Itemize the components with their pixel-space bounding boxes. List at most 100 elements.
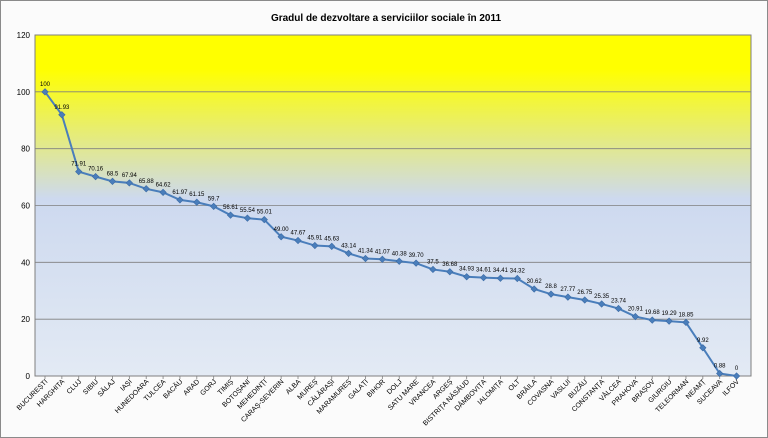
y-tick-label: 60 — [21, 202, 30, 211]
data-point — [378, 255, 386, 263]
data-point — [598, 300, 606, 308]
data-label: 27.77 — [560, 287, 576, 293]
data-label: 59.7 — [208, 196, 220, 202]
data-point — [463, 273, 471, 281]
data-point — [361, 254, 370, 263]
data-point — [311, 241, 319, 250]
y-tick-label: 40 — [21, 258, 30, 267]
chart-title: Gradul de dezvoltare a serviciilor socia… — [271, 13, 502, 24]
data-label: 55.54 — [240, 208, 256, 214]
data-label: 36.68 — [442, 262, 458, 268]
data-point — [125, 179, 133, 187]
data-label: 61.97 — [172, 190, 188, 196]
data-label: 23.74 — [611, 299, 627, 305]
data-label: 40.38 — [392, 251, 408, 257]
data-point — [564, 293, 572, 301]
data-label: 71.91 — [71, 162, 87, 168]
data-point — [226, 211, 235, 219]
data-label: 61.15 — [189, 192, 205, 198]
data-label: 41.07 — [375, 249, 391, 255]
x-tick-label: SĂLAJ — [95, 377, 117, 399]
x-tick-label: ILFOV — [722, 378, 741, 397]
data-label: 49.00 — [274, 227, 290, 233]
data-label: 68.5 — [107, 171, 119, 177]
data-label: 70.16 — [88, 167, 104, 173]
data-label: 19.68 — [645, 310, 661, 316]
data-point — [648, 316, 656, 324]
data-label: 28.8 — [545, 284, 557, 290]
data-point — [395, 257, 403, 265]
data-label: 43.14 — [341, 243, 357, 249]
data-label: 67.94 — [122, 173, 138, 179]
data-point — [682, 318, 690, 327]
data-point — [58, 111, 66, 119]
data-label: 41.34 — [358, 249, 374, 255]
data-point — [446, 268, 454, 276]
x-tick-label: ARAD — [183, 378, 202, 397]
y-tick-label: 120 — [17, 31, 31, 40]
data-point — [294, 236, 302, 245]
x-tick-label: IAȘI — [119, 378, 133, 392]
y-tick-label: 0 — [26, 372, 31, 381]
data-series — [41, 88, 741, 380]
data-point — [716, 369, 724, 378]
data-label: 34.93 — [459, 267, 475, 273]
y-tick-label: 20 — [21, 315, 30, 324]
gridlines — [35, 34, 751, 377]
data-point — [479, 274, 488, 282]
data-label: 45.63 — [324, 236, 340, 242]
data-label: 19.29 — [662, 311, 678, 317]
data-label: 0 — [735, 366, 739, 372]
x-tick-label: BIHOR — [366, 378, 387, 399]
data-point — [429, 265, 437, 274]
data-point — [496, 274, 505, 282]
data-label: 0.88 — [714, 363, 726, 369]
data-point — [665, 317, 673, 325]
data-point — [277, 233, 285, 241]
data-point — [328, 242, 336, 250]
y-tick-label: 80 — [21, 145, 30, 154]
x-tick-label: GORJ — [199, 378, 218, 397]
data-label: 100 — [40, 82, 51, 88]
data-point — [159, 188, 167, 196]
data-label: 20.91 — [628, 307, 644, 313]
data-label: 47.67 — [291, 231, 307, 237]
y-tick-label: 100 — [17, 88, 31, 97]
data-label: 18.85 — [678, 312, 694, 318]
data-label: 37.5 — [427, 259, 439, 265]
y-axis: 0 20 40 60 80 100 120 — [17, 31, 31, 381]
data-point — [614, 304, 623, 313]
data-point — [75, 168, 83, 176]
data-point — [732, 372, 741, 380]
data-point — [210, 202, 218, 210]
data-point — [344, 249, 353, 258]
data-label: 25.35 — [594, 294, 610, 300]
x-tick-label: CLUJ — [66, 378, 83, 395]
data-point — [176, 196, 184, 204]
data-point — [260, 216, 268, 224]
data-label: 45.91 — [307, 236, 323, 242]
data-label: 26.75 — [577, 290, 593, 296]
data-label: 64.62 — [156, 182, 172, 188]
data-label: 55.01 — [257, 210, 273, 216]
data-point — [699, 344, 707, 352]
data-label: 9.92 — [697, 338, 709, 344]
data-label: 39.70 — [409, 253, 425, 259]
data-point — [412, 259, 420, 267]
data-label: 91.93 — [54, 105, 70, 111]
data-point — [193, 198, 201, 206]
data-point — [41, 88, 49, 96]
data-point — [243, 214, 252, 222]
data-label: 30.62 — [527, 279, 543, 285]
data-point — [631, 312, 639, 321]
data-point — [581, 296, 589, 304]
x-tick-label: OLT — [507, 378, 522, 393]
data-label: 34.61 — [476, 268, 492, 274]
data-point — [513, 274, 521, 283]
data-label: 56.61 — [223, 205, 239, 211]
data-label: 34.41 — [493, 268, 509, 274]
